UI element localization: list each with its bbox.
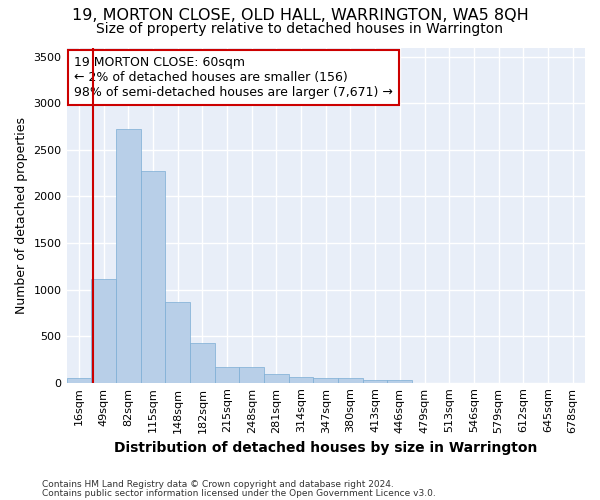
Bar [388,380,412,382]
Y-axis label: Number of detached properties: Number of detached properties [15,116,28,314]
X-axis label: Distribution of detached houses by size in Warrington: Distribution of detached houses by size … [114,441,538,455]
Bar [338,378,363,382]
Text: 19, MORTON CLOSE, OLD HALL, WARRINGTON, WA5 8QH: 19, MORTON CLOSE, OLD HALL, WARRINGTON, … [71,8,529,22]
Bar [67,378,91,382]
Text: Size of property relative to detached houses in Warrington: Size of property relative to detached ho… [97,22,503,36]
Bar [215,367,239,382]
Text: 19 MORTON CLOSE: 60sqm
← 2% of detached houses are smaller (156)
98% of semi-det: 19 MORTON CLOSE: 60sqm ← 2% of detached … [74,56,393,99]
Bar [264,374,289,382]
Bar [116,130,140,382]
Bar [140,172,165,382]
Bar [165,302,190,382]
Bar [91,280,116,382]
Bar [239,367,264,382]
Bar [289,376,313,382]
Text: Contains HM Land Registry data © Crown copyright and database right 2024.: Contains HM Land Registry data © Crown c… [42,480,394,489]
Bar [190,342,215,382]
Bar [363,380,388,382]
Text: Contains public sector information licensed under the Open Government Licence v3: Contains public sector information licen… [42,488,436,498]
Bar [313,378,338,382]
